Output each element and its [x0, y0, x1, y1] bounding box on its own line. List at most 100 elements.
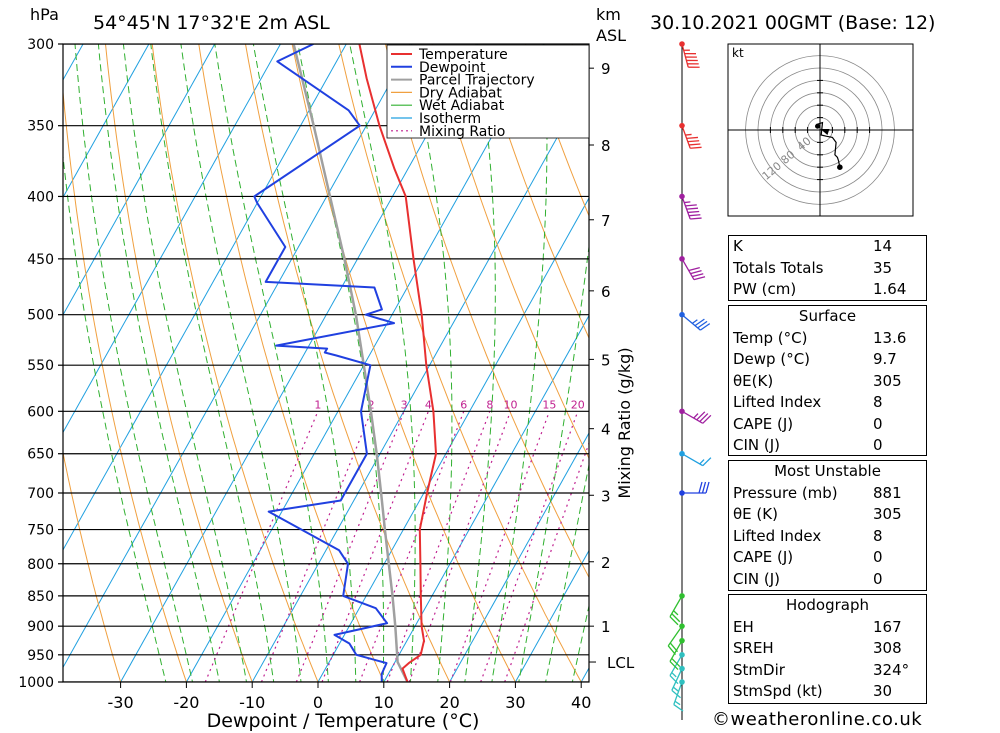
- wind-barb: [679, 311, 711, 331]
- mixing-ratio-line: [408, 411, 512, 682]
- wind-barb-feather: [687, 210, 700, 214]
- surface-row: θE(K) 305: [729, 371, 926, 393]
- hodograph_table-row: StmSpd (kt) 30: [729, 681, 926, 703]
- most_unstable-row: CAPE (J) 0: [729, 547, 926, 569]
- hodograph_table-row: StmDir 324°: [729, 660, 926, 682]
- legend-box: [386, 44, 590, 139]
- index-label: K: [733, 237, 743, 255]
- pressure-label: 650: [27, 447, 54, 463]
- most_unstable-title: Most Unstable: [774, 462, 881, 480]
- mixing-ratio-label: 20: [571, 398, 585, 411]
- wind-barb: [679, 41, 700, 68]
- index-value: 8: [873, 526, 883, 545]
- wind-barb-feather: [702, 457, 712, 467]
- index-value: 308: [873, 639, 902, 657]
- wind-barb-feather: [698, 481, 703, 494]
- temperature-tick-label: 20: [439, 693, 459, 712]
- index-value: 0: [873, 548, 883, 566]
- wet-adiabat: [63, 152, 167, 682]
- wind-barb-feather: [694, 318, 705, 327]
- temperature-tick-label: -20: [173, 693, 199, 712]
- storm-motion-marker: [820, 128, 830, 135]
- index-label: EH: [733, 617, 754, 636]
- wind-barb-feather: [671, 657, 681, 667]
- wind-barb-half-feather: [672, 686, 679, 692]
- surface-table: Surface Temp (°C) 13.6 Dewp (°C) 9.7 θE(K) 305…: [728, 305, 927, 456]
- mixing-ratio-line: [480, 411, 579, 682]
- index-label: CAPE (J): [733, 414, 794, 433]
- isotherm-line: [317, 197, 589, 682]
- wind-barb: [669, 637, 685, 671]
- pressure-label: 600: [27, 404, 54, 420]
- hodograph_table-row: EH 167: [729, 617, 926, 639]
- mixing-ratio-line: [449, 411, 550, 682]
- surface-row: Temp (°C) 13.6: [729, 328, 926, 350]
- wet-adiabat: [122, 44, 248, 682]
- wind-barb-feather: [673, 704, 684, 712]
- isotherm-line: [63, 44, 282, 434]
- isotherm-line: [449, 432, 589, 682]
- temperature-tick-label: 40: [571, 693, 591, 712]
- hodograph-endpoint: [837, 164, 843, 170]
- dry-adiabat: [63, 86, 187, 682]
- wind-barb: [667, 623, 685, 656]
- index-label: Temp (°C): [733, 328, 808, 347]
- lcl-label: LCL: [607, 654, 635, 672]
- wind-barb-feather: [686, 207, 699, 210]
- hodograph-unit: kt: [732, 46, 744, 60]
- legend-label: Parcel Trajectory: [419, 73, 535, 89]
- index-value: 14: [873, 237, 893, 255]
- dry-adiabat: [198, 44, 385, 682]
- surface-row: Lifted Index 8: [729, 392, 926, 414]
- wind-barb-feather: [686, 136, 699, 140]
- wind-barb: [679, 481, 710, 496]
- wind-barb-staff: [681, 410, 704, 424]
- pressure-label: 700: [27, 486, 54, 502]
- isotherm-line: [63, 44, 150, 199]
- pressure-label: 950: [27, 648, 54, 664]
- surface-row: CAPE (J) 0: [729, 414, 926, 436]
- index-label: CAPE (J): [733, 548, 794, 566]
- index-label: Lifted Index: [733, 526, 822, 545]
- wind-barb-feather: [688, 214, 701, 217]
- wind-barb-feather: [699, 413, 709, 423]
- dry-adiabat: [478, 44, 589, 340]
- height-tick-label: 8: [601, 137, 611, 155]
- wind-barb-feather: [688, 267, 700, 272]
- dry-adiabat: [151, 44, 319, 682]
- mixing-ratio-label: 25: [593, 398, 607, 411]
- index-value: 305: [873, 371, 902, 390]
- wind-barb-feather: [702, 414, 712, 424]
- mixing-ratio-axis-label: Mixing Ratio (g/kg): [615, 347, 634, 498]
- temperature-tick-label: 0: [313, 693, 323, 712]
- wind-barb-half-feather: [699, 459, 705, 465]
- wind-barb-staff: [681, 196, 691, 220]
- index-label: StmDir: [733, 660, 785, 679]
- index-label: Pressure (mb): [733, 483, 838, 502]
- pressure-label: 300: [27, 37, 54, 53]
- mixing-ratio-line: [359, 411, 465, 682]
- wind-barb-feather: [667, 645, 677, 656]
- index-label: Lifted Index: [733, 393, 822, 411]
- isotherm-line: [251, 79, 589, 682]
- indices-row: K 14: [729, 236, 926, 258]
- wind-barb-staff: [681, 453, 704, 467]
- wind-barb-feather: [700, 323, 711, 331]
- pressure-label: 900: [27, 619, 54, 635]
- dewpoint-line: [253, 44, 395, 682]
- temperature-line: [358, 44, 437, 682]
- pressure-label: 850: [27, 589, 54, 605]
- wind-barb-feather: [671, 613, 681, 623]
- dry-adiabat: [524, 44, 589, 218]
- height-tick-label: 3: [601, 487, 611, 505]
- mixing-ratio-label: 6: [460, 398, 467, 411]
- wind-barb-staff: [681, 125, 691, 149]
- legend-label: Wet Adiabat: [419, 98, 505, 114]
- index-label: Dewp (°C): [733, 350, 811, 368]
- most_unstable-row: CIN (J) 0: [729, 569, 926, 591]
- profiles: [253, 44, 437, 682]
- index-value: 9.7: [873, 350, 897, 368]
- temperature-tick-label: 30: [505, 693, 525, 712]
- legend-label: Dewpoint: [419, 60, 486, 76]
